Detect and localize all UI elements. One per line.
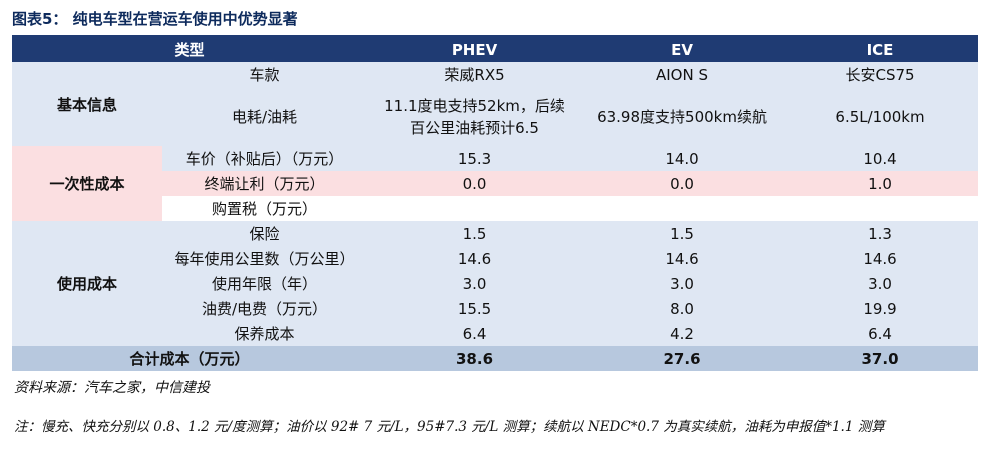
- row-item: 车款: [249, 66, 280, 84]
- row-item: 电耗/油耗: [231, 108, 298, 126]
- figure-title: 图表5： 纯电车型在营运车使用中优势显著: [12, 10, 298, 28]
- cell-ice: 1.0: [868, 174, 892, 193]
- cell-phev: 15.5: [457, 299, 492, 318]
- header-type: 类型: [12, 37, 368, 62]
- row-item: 购置税（万元）: [212, 200, 318, 218]
- cell-ice: 14.6: [863, 249, 897, 268]
- cell-ev: [582, 196, 782, 221]
- table-row: 油费/电费（万元） 15.5 8.0 19.9: [12, 296, 979, 321]
- source-note: 资料来源：汽车之家，中信建投: [14, 380, 210, 396]
- section-label-usage: 使用成本: [12, 221, 162, 346]
- total-ev: 27.6: [582, 346, 783, 371]
- total-row: 合计成本（万元） 38.6 27.6 37.0: [12, 346, 979, 371]
- cell-ice: 19.9: [863, 299, 897, 318]
- row-item: 保养成本: [234, 325, 295, 343]
- section-label-one-time: 一次性成本: [12, 146, 162, 221]
- cell-phev: 3.0: [462, 274, 487, 293]
- cell-ice: 6.4: [868, 324, 892, 343]
- cell-ice: 3.0: [868, 274, 892, 293]
- cell-ev: 4.2: [670, 324, 694, 343]
- total-phev: 38.6: [367, 346, 583, 371]
- header-ev: EV: [582, 37, 783, 62]
- cell-ev: 3.0: [670, 274, 694, 293]
- header-ice: ICE: [782, 37, 979, 62]
- cell-ev: 14.6: [665, 249, 699, 268]
- table-row: 一次性成本 车价（补贴后）（万元） 15.3 14.0 10.4: [12, 146, 979, 221]
- cell-ice: 6.5L/100km: [835, 107, 925, 126]
- row-item: 保险: [249, 225, 280, 243]
- cell-ev: 8.0: [670, 299, 694, 318]
- cell-ev: 0.0: [670, 174, 694, 193]
- cell-phev: 荣威RX5: [444, 66, 505, 84]
- cell-phev: 11.1度电支持52km，后续 百公里油耗预计6.5: [367, 87, 582, 146]
- row-item: 使用年限（年）: [212, 275, 318, 293]
- table-row: 使用成本 保险 1.5 1.5 1.3: [12, 221, 979, 346]
- cell-ice: 长安CS75: [845, 66, 915, 84]
- section-label-basic: 基本信息: [12, 62, 162, 146]
- cost-comparison-table: 类型 PHEV EV ICE 基本信息 车款 荣威RX5 AION S 长安CS…: [12, 37, 979, 371]
- cell-ice: 10.4: [863, 149, 897, 168]
- cell-ev: 1.5: [670, 224, 694, 243]
- title-rule: [12, 35, 978, 37]
- cell-ev: AION S: [656, 65, 709, 84]
- footnote: 注：慢充、快充分别以 0.8、1.2 元/度测算；油价以 92# 7 元/L，9…: [14, 419, 885, 435]
- row-item: 油费/电费（万元）: [201, 300, 328, 318]
- total-label: 合计成本（万元）: [12, 346, 368, 371]
- cell-phev: 6.4: [462, 324, 487, 343]
- header-phev: PHEV: [367, 37, 583, 62]
- table-header-row: 类型 PHEV EV ICE: [12, 37, 979, 62]
- cell-phev: 1.5: [462, 224, 487, 243]
- cell-ice: [782, 196, 978, 221]
- cell-phev-line2: 百公里油耗预计6.5: [410, 118, 539, 137]
- table-row: 购置税（万元）: [12, 196, 979, 221]
- table-row: 每年使用公里数（万公里） 14.6 14.6 14.6: [12, 246, 979, 271]
- cell-phev: 15.3: [457, 149, 492, 168]
- row-item: 车价（补贴后）（万元）: [185, 150, 344, 168]
- cell-ev: 63.98度支持500km续航: [597, 108, 767, 126]
- row-item: 每年使用公里数（万公里）: [174, 250, 355, 268]
- cell-phev-line1: 11.1度电支持52km，后续: [384, 96, 565, 115]
- cell-phev: 0.0: [462, 174, 487, 193]
- table-row: 基本信息 车款 荣威RX5 AION S 长安CS75: [12, 62, 979, 146]
- cell-ice: 1.3: [868, 224, 892, 243]
- cell-phev: 14.6: [457, 249, 492, 268]
- total-ice: 37.0: [782, 346, 979, 371]
- row-item: 终端让利（万元）: [204, 175, 325, 193]
- table-row: 终端让利（万元） 0.0 0.0 1.0: [12, 171, 979, 196]
- table-row: 使用年限（年） 3.0 3.0 3.0: [12, 271, 979, 296]
- table-row: 电耗/油耗 11.1度电支持52km，后续 百公里油耗预计6.5 63.98度支…: [12, 87, 979, 146]
- cell-phev: [367, 196, 582, 221]
- cell-ev: 14.0: [665, 149, 699, 168]
- table-row: 保养成本 6.4 4.2 6.4: [12, 321, 979, 346]
